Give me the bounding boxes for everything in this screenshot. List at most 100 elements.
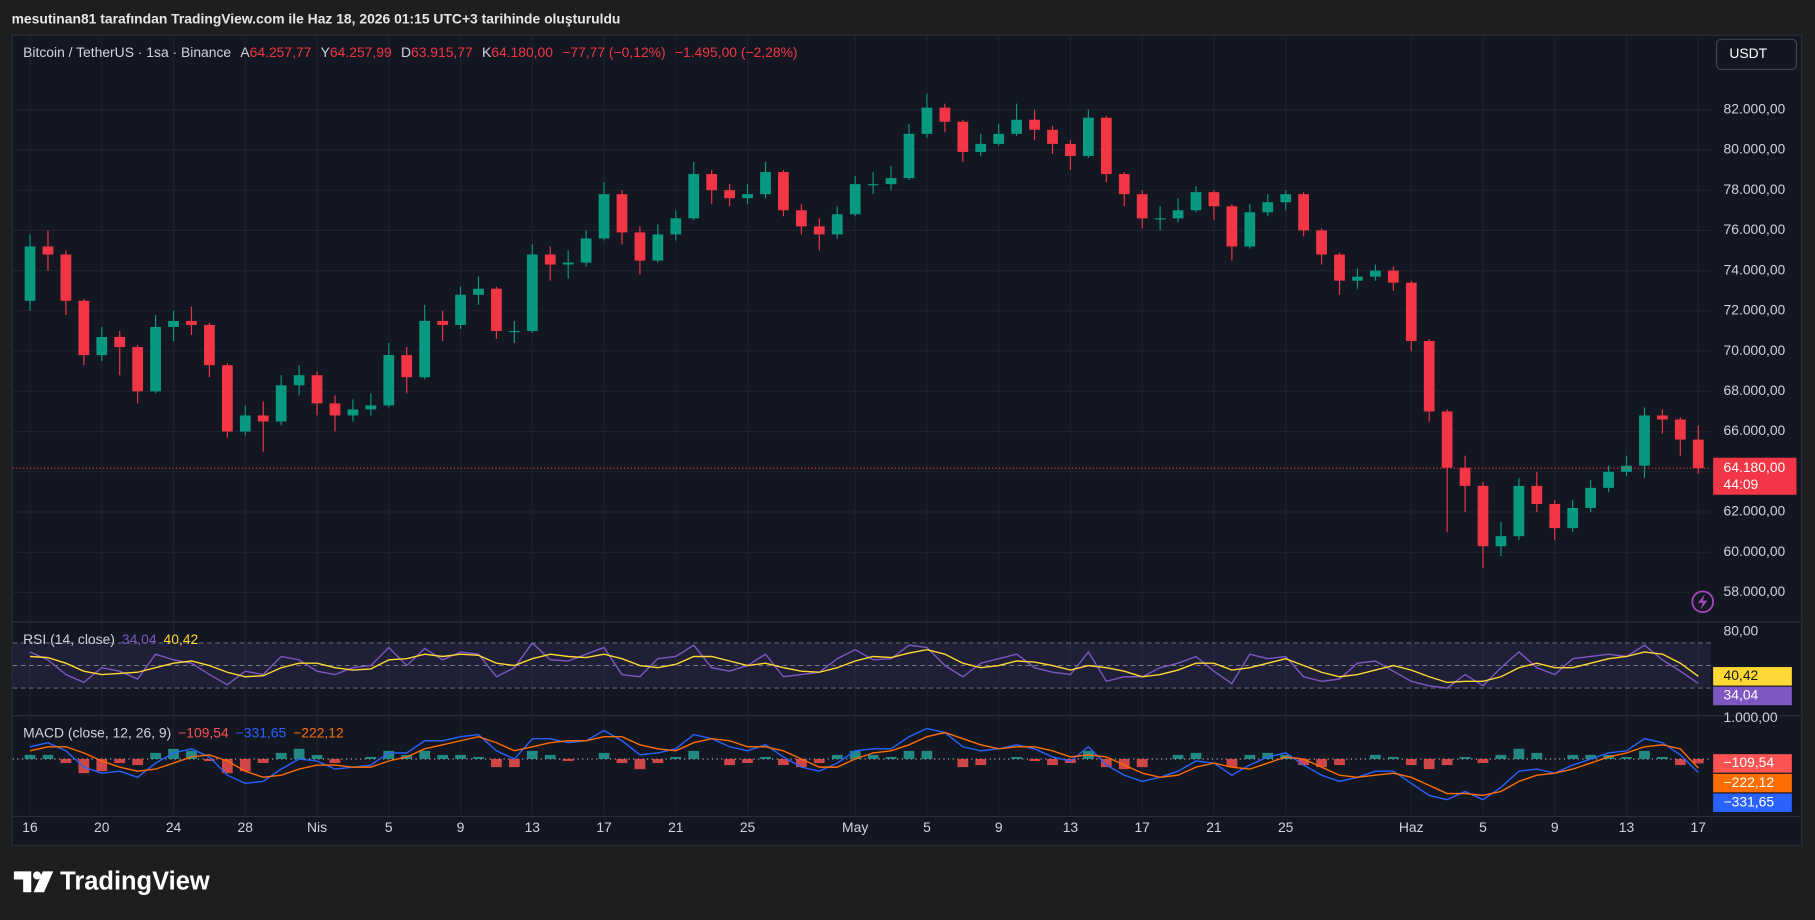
- value-tag-label: 40,42: [1724, 667, 1759, 683]
- histogram-bar: [1639, 750, 1650, 759]
- candle-body: [652, 234, 664, 261]
- x-tick-label: 17: [1134, 819, 1150, 835]
- histogram-bar: [42, 754, 54, 759]
- candle-body: [132, 347, 144, 392]
- histogram-bar: [1298, 758, 1310, 766]
- candle-body: [329, 403, 341, 416]
- alert-icon[interactable]: [1691, 590, 1715, 614]
- candle-body: [867, 184, 879, 186]
- candle-body: [1047, 129, 1058, 144]
- value-tag: [1713, 754, 1792, 773]
- y-tick-label: 62.000,00: [1724, 503, 1786, 519]
- legend-change-total: −1.495,00 (−2,28%): [675, 44, 798, 60]
- x-tick-label: 13: [525, 819, 541, 835]
- histogram-bar: [78, 758, 90, 774]
- currency-button[interactable]: [1716, 38, 1798, 71]
- logo-part: [33, 871, 54, 893]
- value-tag: [1713, 667, 1792, 686]
- y-tick-label: 68.000,00: [1724, 382, 1786, 398]
- candle-body: [275, 385, 287, 422]
- histogram-bar: [849, 750, 861, 759]
- value-tag-label: −109,54: [1724, 754, 1775, 770]
- candle-body: [634, 232, 646, 261]
- indicator-line: [29, 727, 1699, 801]
- logo-part: [13, 871, 32, 893]
- histogram-bar: [598, 752, 610, 759]
- histogram-bar: [275, 752, 287, 759]
- histogram-bar: [1047, 758, 1058, 766]
- histogram-bar: [1172, 754, 1184, 759]
- histogram-bar: [903, 750, 915, 759]
- histogram-bar: [742, 758, 753, 764]
- histogram-bar: [526, 750, 538, 759]
- histogram-bar: [1262, 752, 1274, 759]
- y-tick-label: 60.000,00: [1724, 543, 1786, 559]
- y-tick-label: 82.000,00: [1724, 100, 1786, 116]
- histogram-bar: [1657, 756, 1668, 759]
- histogram-bar: [491, 758, 502, 768]
- candle-body: [1172, 210, 1184, 219]
- y-tick-label: 74.000,00: [1724, 261, 1786, 277]
- value-tag: [1713, 773, 1792, 793]
- candle-body: [795, 210, 807, 227]
- candle-body: [849, 184, 861, 215]
- histogram-bar: [186, 750, 197, 759]
- legend-key: A: [240, 44, 250, 60]
- histogram-bar: [670, 756, 682, 759]
- candle-body: [1692, 439, 1704, 469]
- indicator-legend: RSI (14, close) 34,04 40,42: [23, 631, 198, 647]
- candle-body: [221, 365, 233, 432]
- x-tick-label: 13: [1063, 819, 1079, 835]
- histogram-bar: [1190, 752, 1202, 759]
- y-tick-label: 1.000,00: [1724, 709, 1778, 725]
- candle-body: [1190, 192, 1202, 211]
- histogram-bar: [1118, 758, 1130, 770]
- indicator-value: 40,42: [164, 631, 199, 647]
- candle-body: [544, 254, 556, 265]
- histogram-bar: [168, 748, 179, 759]
- candle-body: [1477, 485, 1489, 547]
- histogram-bar: [508, 758, 520, 768]
- candle-body: [186, 320, 197, 325]
- histogram-bar: [616, 758, 628, 764]
- y-tick-label: 70.000,00: [1724, 342, 1786, 358]
- histogram-bar: [1513, 748, 1525, 759]
- candle-body: [724, 190, 735, 199]
- histogram-bar: [204, 758, 215, 762]
- candle-body: [1441, 411, 1453, 468]
- candle-body: [885, 178, 897, 185]
- x-tick-label: 9: [995, 819, 1003, 835]
- x-tick-label: 17: [596, 819, 612, 835]
- last-price-label: 64.180,00: [1724, 459, 1786, 475]
- candle-body: [1226, 206, 1238, 247]
- histogram-bar: [760, 756, 771, 759]
- value-tag: [1713, 793, 1792, 813]
- legend: Bitcoin / TetherUS · 1sa · Binance A64.25…: [23, 44, 797, 60]
- candle-body: [1405, 282, 1417, 342]
- histogram-bar: [221, 758, 233, 774]
- y-tick-label: 66.000,00: [1724, 422, 1786, 438]
- histogram-bar: [1692, 758, 1704, 764]
- candle-body: [526, 254, 538, 331]
- candle-body: [1603, 471, 1614, 488]
- candle-body: [311, 375, 323, 404]
- candle-body: [1567, 507, 1579, 529]
- candle-body: [580, 238, 592, 263]
- candle-body: [1334, 254, 1345, 281]
- histogram-bar: [1674, 758, 1686, 766]
- legend-value: 64.257,77: [250, 44, 312, 60]
- candle-body: [957, 121, 969, 152]
- candle-body: [1639, 415, 1650, 466]
- x-tick-label: 21: [1206, 819, 1222, 835]
- x-tick-label: 9: [457, 819, 465, 835]
- candle-body: [616, 194, 628, 233]
- currency-button-label[interactable]: USDT: [1729, 45, 1767, 61]
- candle-body: [419, 320, 431, 378]
- candle-body: [706, 174, 718, 191]
- candle-body: [598, 194, 610, 239]
- candle-body: [257, 415, 269, 422]
- legend-symbol: Bitcoin / TetherUS · 1sa · Binance: [23, 44, 231, 60]
- histogram-bar: [562, 758, 574, 762]
- histogram-bar: [975, 758, 987, 766]
- value-tag-label: 34,04: [1724, 687, 1759, 703]
